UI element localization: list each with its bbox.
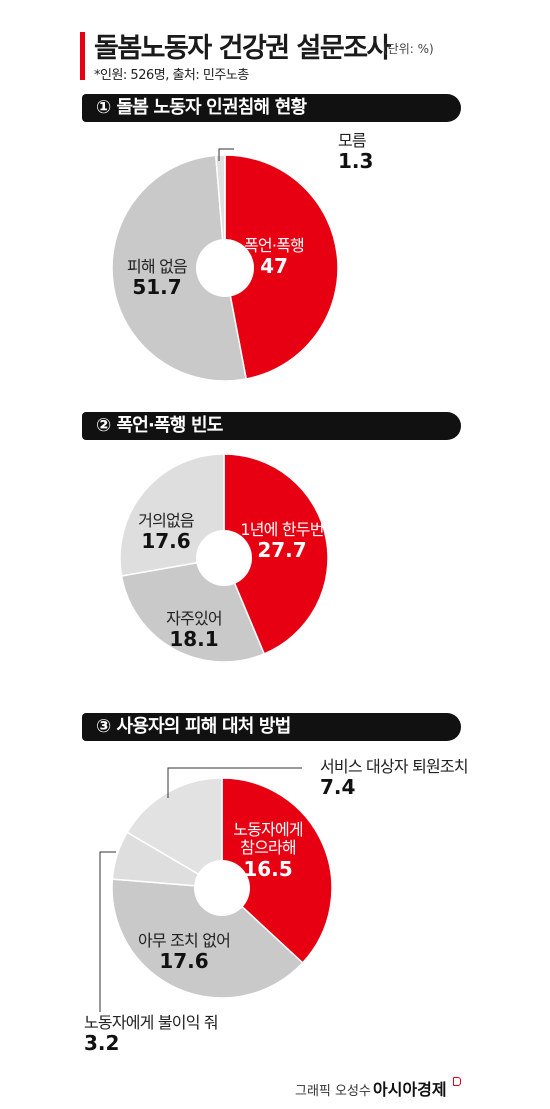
c3-slice-2-value: 3.2 [84, 1031, 120, 1056]
c2-slice-0-label: 1년에 한두번 27.7 [240, 520, 324, 563]
c3-slice-0-line2: 참으라해 [240, 838, 296, 858]
c3-slice-0-value: 16.5 [243, 856, 293, 881]
c2-slice-2 [119, 453, 225, 577]
pie-chart-3 [99, 767, 333, 1012]
c1-slice-0-name: 폭언·폭행 [244, 236, 305, 255]
c2-slice-2-name: 거의없음 [138, 511, 194, 530]
c3-slice-1-name: 아무 조치 없어 [137, 931, 231, 950]
c3-leader-line-0 [167, 767, 302, 798]
c3-slice-1 [111, 878, 304, 999]
c2-slice-0 [223, 453, 329, 655]
c2-slice-1-name: 자주있어 [166, 609, 222, 628]
source-note: *인원: 526명, 출처: 민주노총 [94, 68, 249, 83]
c3-slice-1-label: 아무 조치 없어 17.6 [137, 931, 231, 974]
c3-slice-3 [126, 777, 223, 890]
c1-slice-2-name: 모름 [338, 131, 367, 150]
section-3-number: ③ [96, 716, 111, 737]
title-accent-bar [80, 32, 85, 80]
c1-slice-1-name: 피해 없음 [127, 257, 188, 276]
c2-donut-hole [196, 530, 252, 586]
c2-slice-0-name: 1년에 한두번 [240, 520, 324, 539]
c1-slice-2-label: 모름 1.3 [338, 131, 374, 174]
unit-note: (단위: %) [383, 42, 434, 56]
pie-chart-1 [111, 148, 339, 382]
pie-chart-2 [119, 453, 329, 663]
c1-slice-1-value: 51.7 [132, 275, 182, 300]
section-3-title: 사용자의 피해 대처 방법 [116, 716, 291, 737]
page-title: 돌봄노동자 건강권 설문조사 [94, 33, 391, 64]
c3-slice-0-label: 노동자에게 참으라해 16.5 [233, 820, 303, 881]
c1-slice-0-label: 폭언·폭행 47 [244, 236, 305, 279]
graphic-credit: 그래픽 오성수 [295, 1084, 371, 1099]
section-1-header: ① 돌봄 노동자 인권침해 현황 [82, 94, 461, 122]
section-2-title: 폭언·폭행 빈도 [116, 415, 223, 436]
c3-leader-line-1 [99, 851, 116, 1012]
c3-slice-0-line1: 노동자에게 [233, 820, 303, 839]
c1-donut-hole [196, 239, 254, 297]
c2-slice-2-label: 거의없음 17.6 [138, 511, 194, 554]
c3-slice-3-name: 서비스 대상자 퇴원조치 [320, 757, 469, 776]
brand-mark-icon [453, 1077, 461, 1086]
c3-slice-3-label: 서비스 대상자 퇴원조치 7.4 [320, 757, 469, 800]
c3-slice-2-label: 노동자에게 불이익 줘 3.2 [84, 1013, 219, 1056]
brand-logo: 아시아경제 [373, 1080, 447, 1099]
c3-slice-3-value: 7.4 [320, 775, 356, 800]
section-1-number: ① [96, 97, 111, 118]
c2-slice-0-value: 27.7 [257, 538, 307, 563]
c3-slice-2-name: 노동자에게 불이익 줘 [84, 1013, 219, 1032]
c1-slice-1 [111, 154, 248, 382]
c3-donut-hole [194, 860, 250, 916]
c3-slice-1-value: 17.6 [159, 949, 209, 974]
section-1-title: 돌봄 노동자 인권침해 현황 [116, 97, 307, 118]
c2-slice-1-label: 자주있어 18.1 [166, 609, 222, 652]
c3-slice-0 [221, 777, 333, 964]
c1-leader-line-0 [218, 148, 234, 161]
c1-slice-0-value: 47 [260, 254, 288, 279]
c1-slice-2-value: 1.3 [338, 149, 374, 174]
c1-slice-1-label: 피해 없음 51.7 [127, 257, 188, 300]
c2-slice-1-value: 18.1 [169, 627, 219, 652]
section-3-header: ③ 사용자의 피해 대처 방법 [82, 713, 461, 741]
c2-slice-2-value: 17.6 [141, 529, 191, 554]
section-2-header: ② 폭언·폭행 빈도 [82, 412, 461, 440]
section-2-number: ② [96, 415, 111, 436]
c1-slice-0 [224, 154, 339, 380]
